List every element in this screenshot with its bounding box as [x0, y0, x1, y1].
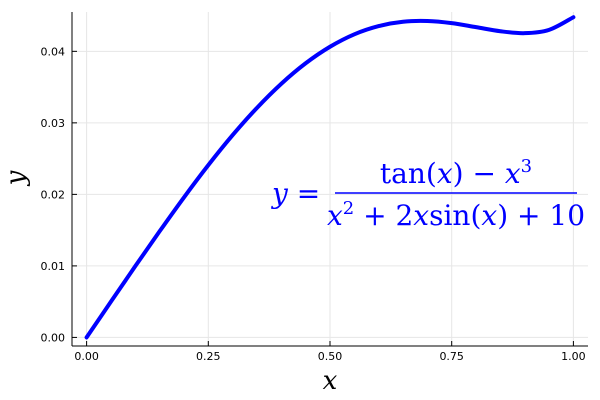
den-exp: 2	[343, 198, 354, 219]
y-tick-label: 0.04	[41, 45, 66, 58]
den-plus1: + 2	[354, 199, 413, 232]
num-close: )	[453, 157, 464, 190]
x-tick-label: 1.00	[561, 350, 586, 363]
num-xvar: x	[505, 157, 521, 190]
series-line	[84, 15, 576, 340]
x-tick-label: 0.00	[74, 350, 99, 363]
num-open: (	[426, 157, 437, 190]
den-plus2: + 10	[508, 199, 585, 232]
y-axis-label: y	[1, 170, 31, 186]
den-sin: sin	[429, 199, 470, 232]
num-var: x	[437, 157, 453, 190]
den-x2: x	[413, 199, 429, 232]
y-tick-label: 0.00	[41, 331, 66, 344]
num-exp: 3	[521, 156, 532, 177]
equation-lhs: y =	[270, 177, 320, 210]
y-tick-label: 0.03	[41, 117, 66, 130]
grid	[72, 12, 588, 346]
den-close: )	[497, 199, 508, 232]
x-tick-label: 0.50	[318, 350, 343, 363]
equation-annotation: y = tan(x) − x3 x2 + 2xsin(x) + 10	[270, 156, 585, 232]
y-tick-label: 0.02	[41, 188, 66, 201]
num-tan: tan	[380, 157, 426, 190]
y-tick-label: 0.01	[41, 260, 66, 273]
x-axis-label: x	[323, 366, 338, 396]
den-var: x	[481, 199, 497, 232]
den-open: (	[470, 199, 481, 232]
den-x: x	[327, 199, 343, 232]
num-minus: −	[464, 157, 505, 190]
equation-numerator: tan(x) − x3	[380, 156, 532, 190]
series	[84, 15, 576, 340]
x-tick-label: 0.25	[196, 350, 221, 363]
x-tick-label: 0.75	[439, 350, 464, 363]
equation-denominator: x2 + 2xsin(x) + 10	[327, 198, 585, 232]
ticks: 0.00 0.25 0.50 0.75 1.00 0.00 0.01 0.02 0.03 0.04	[41, 45, 586, 363]
